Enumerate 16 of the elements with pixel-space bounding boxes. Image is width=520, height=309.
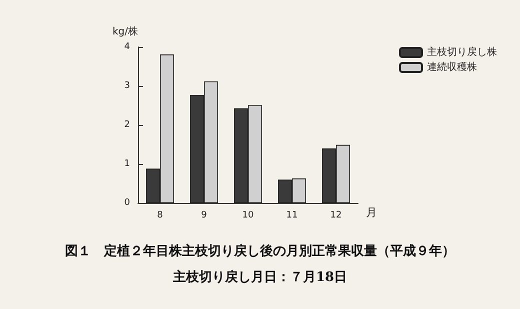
y-tick-label: 0 xyxy=(124,198,130,208)
y-tick-label: 4 xyxy=(124,42,130,52)
text: 主枝切り戻し月日：７月18日 xyxy=(172,269,348,285)
legend-label: 連続収穫株 xyxy=(427,61,477,73)
legend-label: 主枝切り戻し株 xyxy=(427,46,497,58)
x-axis-title: 月 xyxy=(366,206,377,219)
x-tick-label: 9 xyxy=(201,210,208,220)
x-tick-label: 10 xyxy=(242,210,254,220)
x-tick-label: 11 xyxy=(286,210,298,220)
y-tick-label: 1 xyxy=(124,159,130,169)
y-axis-title: kg/株 xyxy=(112,26,138,38)
x-tick-label: 8 xyxy=(157,210,164,220)
y-tick-label: 3 xyxy=(124,81,130,91)
y-tick-label: 2 xyxy=(124,120,130,130)
text: 図１ 定植２年目株主枝切り戻し後の月別正常果収量（平成９年） xyxy=(65,243,455,259)
x-tick-label: 12 xyxy=(330,210,342,220)
